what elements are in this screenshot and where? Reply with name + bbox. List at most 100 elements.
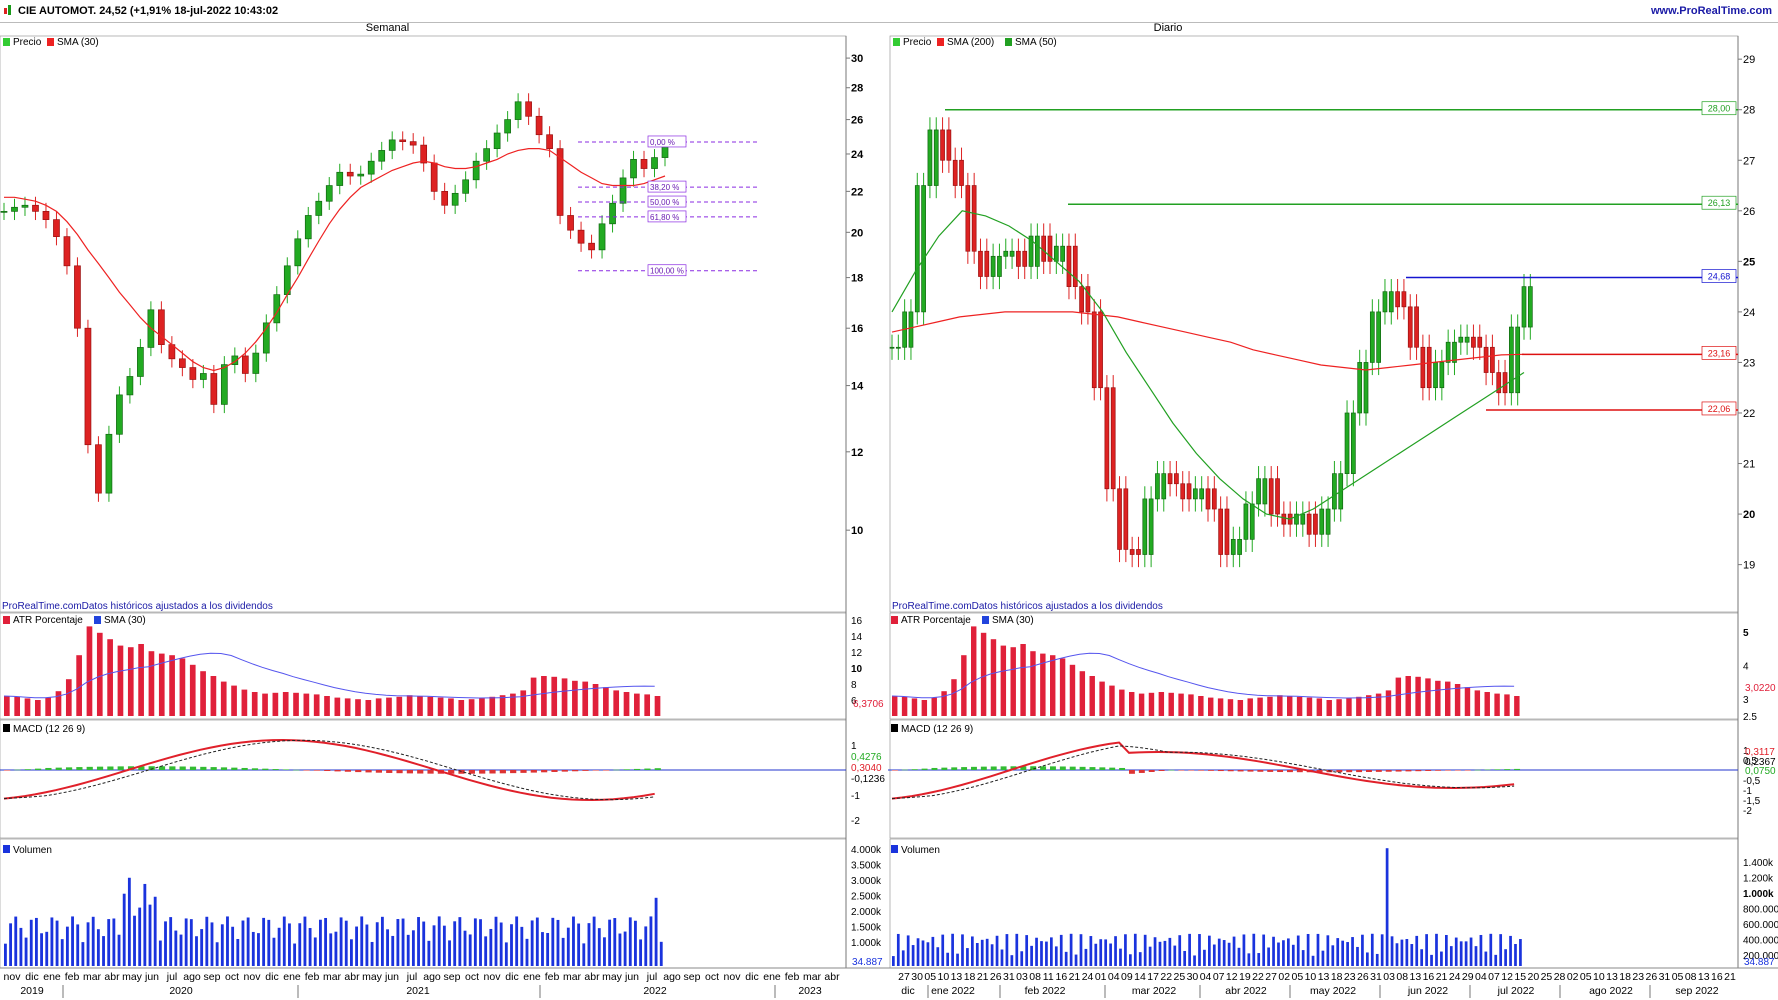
weekly-x-year: 2020 [169, 985, 193, 997]
weekly-atr-bar [386, 697, 392, 716]
weekly-volume-bar [164, 921, 167, 966]
daily-volume-bar [1356, 946, 1359, 966]
weekly-vol-legend-swatch [3, 845, 10, 853]
weekly-macd-hist [14, 769, 21, 771]
daily-candle [1047, 235, 1053, 262]
weekly-macd-legend-swatch [3, 724, 10, 732]
daily-atr-bar [1079, 671, 1086, 716]
fib-label-box [647, 135, 687, 148]
weekly-volume-bar [360, 916, 364, 966]
prorealtime-link[interactable]: www.ProRealTime.com [1650, 5, 1772, 17]
daily-atr-bar [901, 696, 908, 716]
weekly-volume-bar [535, 917, 539, 966]
daily-volume-bar [1479, 934, 1483, 966]
daily-atr-bar [980, 632, 987, 716]
daily-volume-bar [1020, 951, 1024, 966]
daily-atr-bar [1356, 696, 1362, 716]
weekly-x-month: dic [265, 971, 278, 983]
weekly-volume-bar [231, 926, 235, 966]
weekly-volume-bar [375, 922, 379, 966]
weekly-volume-bar [561, 937, 565, 966]
weekly-volume-bar [649, 916, 653, 966]
weekly-volume-bar [14, 916, 18, 966]
daily-candle [1502, 372, 1508, 394]
daily-atr-bar [1148, 692, 1155, 716]
daily-candle [1401, 291, 1407, 308]
daily-volume-bar [1420, 949, 1424, 966]
daily-volume-bar [1040, 941, 1043, 966]
weekly-volume-bar [417, 917, 420, 966]
daily-candle [1325, 508, 1331, 535]
daily-volume-bar [1109, 943, 1112, 966]
weekly-y-tick: 22 [851, 186, 863, 198]
daily-x-day: 05 [924, 971, 936, 983]
weekly-volume-bar [324, 917, 328, 966]
daily-candle [1117, 488, 1122, 550]
daily-macd-hist [1474, 769, 1481, 771]
daily-x-day: 21 [1436, 971, 1448, 983]
daily-atr-bar [1425, 678, 1431, 716]
daily-volume-bar [1138, 952, 1142, 966]
weekly-volume-bar [334, 931, 338, 966]
weekly-candle [451, 192, 459, 206]
weekly-atr-bar [324, 696, 330, 716]
daily-volume-bar [931, 936, 935, 966]
daily-volume-bar [896, 933, 900, 966]
daily-atr-bar [1089, 676, 1095, 716]
weekly-volume-bar [396, 919, 400, 966]
daily-candle [1230, 538, 1236, 555]
daily-candle [1148, 498, 1154, 555]
daily-macd-hist [1109, 767, 1116, 770]
daily-volume-bar [1010, 955, 1014, 966]
daily-x-month: mar 2022 [1132, 985, 1177, 997]
daily-atr-bar [1188, 694, 1194, 716]
weekly-x-month: dic [505, 971, 518, 983]
weekly-vol-legend: Volumen [13, 845, 52, 856]
weekly-volume-bar [494, 916, 498, 966]
weekly-vol-tick: 1.500k [851, 923, 882, 934]
daily-volume-bar [926, 942, 930, 966]
weekly-y-tick: 20 [851, 227, 863, 239]
daily-volume-bar [1000, 949, 1004, 966]
daily-macd-tick: -1 [1743, 786, 1752, 797]
daily-x-day: 18 [1619, 971, 1631, 983]
weekly-candle [409, 141, 417, 146]
daily-atr-bar [1247, 698, 1253, 716]
fib-label-box [647, 180, 687, 193]
daily-candle [1224, 508, 1230, 555]
daily-macd-hist [892, 770, 898, 771]
daily-volume-bar [1361, 934, 1364, 966]
daily-volume-bar [1242, 934, 1246, 966]
daily-volume-bar [1405, 939, 1409, 966]
weekly-candle [179, 358, 186, 368]
daily-candle [1211, 488, 1217, 510]
daily-y-tick: 21 [1743, 459, 1755, 471]
weekly-x-month: abr [824, 971, 840, 983]
daily-macd-hist [931, 767, 938, 770]
daily-x-day: 24 [1449, 971, 1461, 983]
weekly-macd-hist [313, 770, 321, 771]
daily-volume-bar [1316, 933, 1320, 966]
weekly-macd-hist [324, 770, 331, 772]
weekly-volume-bar [634, 920, 637, 966]
daily-volume-bar [1287, 938, 1290, 966]
weekly-candle [116, 394, 123, 435]
daily-volume-bar [1232, 936, 1236, 966]
daily-macd-hist [1069, 766, 1076, 770]
weekly-x-month: abr [104, 971, 120, 983]
daily-macd-last-3: 0,0750 [1745, 766, 1776, 777]
daily-macd-hist [1227, 770, 1234, 772]
weekly-volume-bar [91, 916, 95, 966]
daily-volume-bar [1464, 941, 1468, 966]
daily-candle [908, 311, 914, 348]
weekly-macd-hist [572, 770, 579, 772]
weekly-vol-tick: 2.000k [851, 907, 882, 918]
daily-atr-bar [1306, 697, 1313, 716]
weekly-x-month: feb [65, 971, 80, 983]
daily-macd-hist [1079, 766, 1086, 770]
weekly-macd-hist [613, 769, 620, 771]
weekly-atr-bar [437, 697, 444, 716]
daily-candle [1142, 498, 1148, 555]
weekly-volume-bar [401, 918, 405, 966]
daily-candle [1268, 478, 1274, 515]
